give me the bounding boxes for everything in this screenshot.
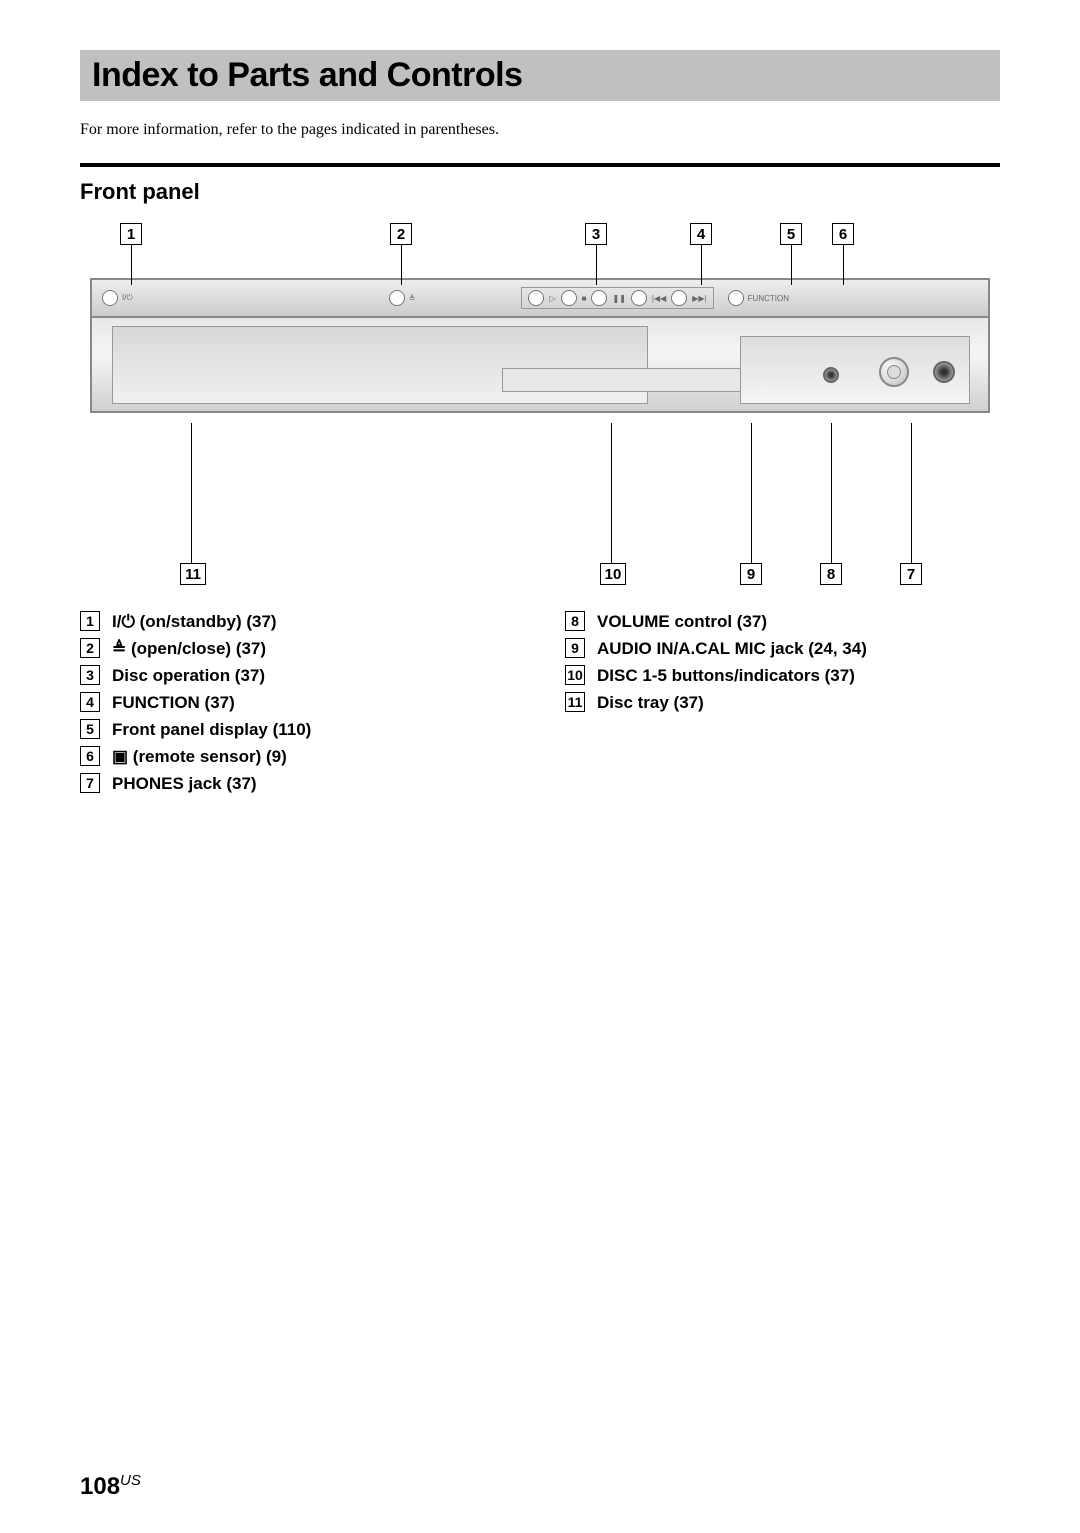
subsection-title: Front panel	[80, 179, 1000, 205]
legend-text: Disc operation (37)	[112, 665, 265, 686]
callout-7: 7	[900, 563, 922, 585]
callout-8: 8	[820, 563, 842, 585]
eject-icon	[389, 290, 405, 306]
section-rule	[80, 163, 1000, 167]
legend-number: 7	[80, 773, 100, 793]
power-button-group: I/⏻	[102, 290, 133, 306]
legend-text: I/⏻ (on/standby) (37)	[112, 611, 277, 632]
next-icon	[671, 290, 687, 306]
disc-operation-group: ▷ ■ ❚❚ |◀◀ ▶▶|	[521, 287, 713, 309]
legend-number: 6	[80, 746, 100, 766]
function-label: FUNCTION	[748, 294, 789, 303]
page-number: 108US	[80, 1472, 141, 1501]
legend-text: ▣ (remote sensor) (9)	[112, 746, 287, 767]
legend-number: 1	[80, 611, 100, 631]
callout-1: 1	[120, 223, 142, 245]
legend-text: Front panel display (110)	[112, 719, 311, 740]
legend-item: 8 VOLUME control (37)	[565, 611, 1000, 632]
callout-line	[401, 245, 402, 285]
volume-knob-drawing	[879, 357, 909, 387]
legend-number: 10	[565, 665, 585, 685]
stop-icon	[561, 290, 577, 306]
legend-number: 5	[80, 719, 100, 739]
legend-item: 5 Front panel display (110)	[80, 719, 515, 740]
legend-item: 10 DISC 1-5 buttons/indicators (37)	[565, 665, 1000, 686]
callout-line	[911, 423, 912, 563]
legend-number: 3	[80, 665, 100, 685]
legend-number: 9	[565, 638, 585, 658]
callout-line	[131, 245, 132, 285]
legend-text: Disc tray (37)	[597, 692, 704, 713]
callout-line	[191, 423, 192, 563]
callout-line	[791, 245, 792, 285]
callout-10: 10	[600, 563, 626, 585]
intro-text: For more information, refer to the pages…	[80, 121, 1000, 139]
callout-line	[831, 423, 832, 563]
device-drawing: I/⏻ ≜ ▷ ■ ❚❚ |◀◀ ▶▶| FUNCTION	[90, 278, 990, 528]
power-label: I/⏻	[122, 293, 133, 303]
device-right-panel	[740, 336, 970, 404]
function-icon	[728, 290, 744, 306]
phones-jack-drawing	[933, 361, 955, 383]
legend-item: 4 FUNCTION (37)	[80, 692, 515, 713]
callout-11: 11	[180, 563, 206, 585]
callout-line	[611, 423, 612, 563]
legend-item: 7 PHONES jack (37)	[80, 773, 515, 794]
legend-item: 3 Disc operation (37)	[80, 665, 515, 686]
legend-text: VOLUME control (37)	[597, 611, 767, 632]
device-footer	[90, 413, 990, 437]
legend-item: 6 ▣ (remote sensor) (9)	[80, 746, 515, 767]
disc-tray-drawing	[112, 326, 648, 404]
legend-text: PHONES jack (37)	[112, 773, 257, 794]
callout-5: 5	[780, 223, 802, 245]
callout-line	[843, 245, 844, 285]
play-icon	[528, 290, 544, 306]
power-icon	[102, 290, 118, 306]
legend-right-column: 8 VOLUME control (37) 9 AUDIO IN/A.CAL MIC …	[565, 611, 1000, 800]
main-title: Index to Parts and Controls	[92, 56, 988, 95]
legend-text: FUNCTION (37)	[112, 692, 235, 713]
device-body	[90, 318, 990, 413]
legend-item: 1 I/⏻ (on/standby) (37)	[80, 611, 515, 632]
pause-icon	[591, 290, 607, 306]
callout-3: 3	[585, 223, 607, 245]
legend-text: AUDIO IN/A.CAL MIC jack (24, 34)	[597, 638, 867, 659]
legend: 1 I/⏻ (on/standby) (37) 2 ≜ (open/close) (3…	[80, 611, 1000, 800]
legend-text: ≜ (open/close) (37)	[112, 638, 266, 659]
legend-item: 2 ≜ (open/close) (37)	[80, 638, 515, 659]
callout-line	[596, 245, 597, 285]
legend-left-column: 1 I/⏻ (on/standby) (37) 2 ≜ (open/close) (3…	[80, 611, 515, 800]
device-top-strip: I/⏻ ≜ ▷ ■ ❚❚ |◀◀ ▶▶| FUNCTION	[90, 278, 990, 318]
callout-9: 9	[740, 563, 762, 585]
callout-6: 6	[832, 223, 854, 245]
title-bar: Index to Parts and Controls	[80, 50, 1000, 101]
legend-number: 8	[565, 611, 585, 631]
legend-text: DISC 1-5 buttons/indicators (37)	[597, 665, 855, 686]
callout-line	[701, 245, 702, 285]
legend-item: 9 AUDIO IN/A.CAL MIC jack (24, 34)	[565, 638, 1000, 659]
callout-line	[751, 423, 752, 563]
audio-in-jack-drawing	[823, 367, 839, 383]
front-panel-diagram: I/⏻ ≜ ▷ ■ ❚❚ |◀◀ ▶▶| FUNCTION	[80, 223, 1000, 593]
legend-number: 2	[80, 638, 100, 658]
legend-number: 11	[565, 692, 585, 712]
function-group: FUNCTION	[728, 290, 789, 306]
legend-number: 4	[80, 692, 100, 712]
eject-label: ≜	[409, 294, 416, 303]
prev-icon	[631, 290, 647, 306]
callout-4: 4	[690, 223, 712, 245]
legend-item: 11 Disc tray (37)	[565, 692, 1000, 713]
callout-2: 2	[390, 223, 412, 245]
eject-button-group: ≜	[389, 290, 416, 306]
